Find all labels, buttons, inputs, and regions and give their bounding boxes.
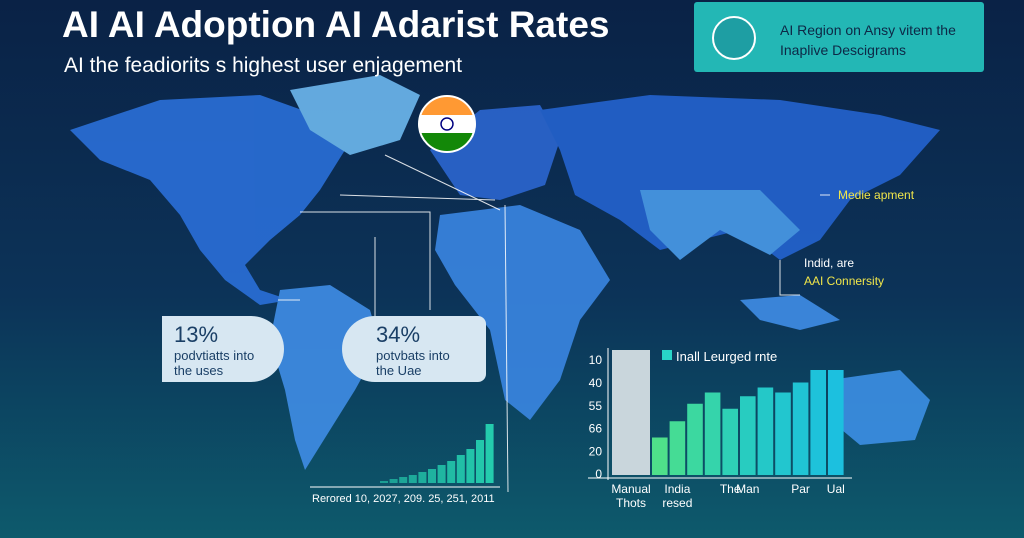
bar — [612, 350, 650, 475]
connector — [300, 211, 431, 310]
callout-value: 34% — [376, 322, 421, 347]
flag — [418, 95, 476, 153]
connector — [339, 194, 496, 201]
callout-value: 13% — [174, 322, 219, 347]
callout: 34% potvbats into the Uae — [342, 316, 486, 382]
y-axis-label: 66 — [589, 422, 603, 436]
card-icon — [712, 16, 756, 60]
x-tick-label: Manual Thots — [611, 482, 651, 510]
asia-south — [640, 190, 800, 260]
y-axis-label: 0 — [595, 467, 602, 481]
y-axis-label: 10 — [589, 353, 603, 367]
indonesia — [740, 295, 840, 330]
bar — [476, 440, 484, 483]
africa — [435, 205, 610, 420]
callout-text: podvtiatts into the uses — [174, 348, 255, 378]
bar — [380, 481, 388, 483]
annotation: AAI Connersity — [804, 274, 885, 288]
bar — [669, 421, 686, 475]
annotation: Medie apment — [838, 188, 915, 202]
north-america — [70, 95, 345, 305]
bar — [447, 461, 456, 483]
bar — [722, 408, 738, 475]
australia — [830, 370, 930, 445]
bar — [485, 424, 494, 483]
legend-label: Inall Leurged rnte — [676, 349, 778, 364]
x-tick-label: India resed — [662, 482, 693, 510]
bar — [828, 370, 844, 475]
callout: 13% podvtiatts into the uses — [162, 316, 284, 382]
bar — [418, 472, 427, 483]
callout-text: potvbats into the Uae — [376, 348, 450, 378]
y-axis-label: 40 — [589, 376, 603, 390]
connector — [779, 260, 800, 296]
bar — [704, 392, 721, 475]
x-tick-label: The — [719, 482, 741, 496]
y-axis-label: 55 — [589, 399, 603, 413]
x-tick-label: Man — [736, 482, 760, 496]
bar — [810, 370, 826, 475]
bar — [775, 392, 791, 475]
bar — [757, 387, 774, 475]
bar — [740, 396, 756, 475]
connector — [504, 204, 509, 493]
bar — [437, 465, 446, 483]
y-axis-label: 20 — [589, 444, 603, 458]
asia — [540, 95, 940, 260]
annotation: Indid, are — [804, 256, 855, 270]
bar — [408, 475, 417, 483]
bar — [652, 437, 668, 475]
connector — [384, 154, 501, 211]
bar — [792, 382, 809, 475]
x-tick-label: Par — [791, 482, 810, 496]
bar — [466, 449, 475, 483]
greenland — [290, 75, 420, 155]
card-line: Inaplive Descigrams — [780, 42, 907, 58]
title: AI AI Adoption AI Adarist Rates — [62, 4, 610, 45]
chart-caption: Rerored 10, 2027, 209. 25, 251, 2011 — [312, 493, 495, 505]
bar — [399, 477, 408, 483]
x-tick-label: Ual — [826, 482, 845, 496]
bar — [456, 455, 465, 483]
bar — [428, 469, 436, 483]
bar — [389, 479, 398, 483]
info-card: AI Region on Ansy vitem the Inaplive Des… — [694, 2, 984, 72]
legend-swatch — [662, 350, 672, 360]
bar — [687, 403, 703, 475]
subtitle: AI the feadiorits s highest user enjagem… — [64, 54, 463, 77]
card-line: AI Region on Ansy vitem the — [780, 22, 956, 38]
